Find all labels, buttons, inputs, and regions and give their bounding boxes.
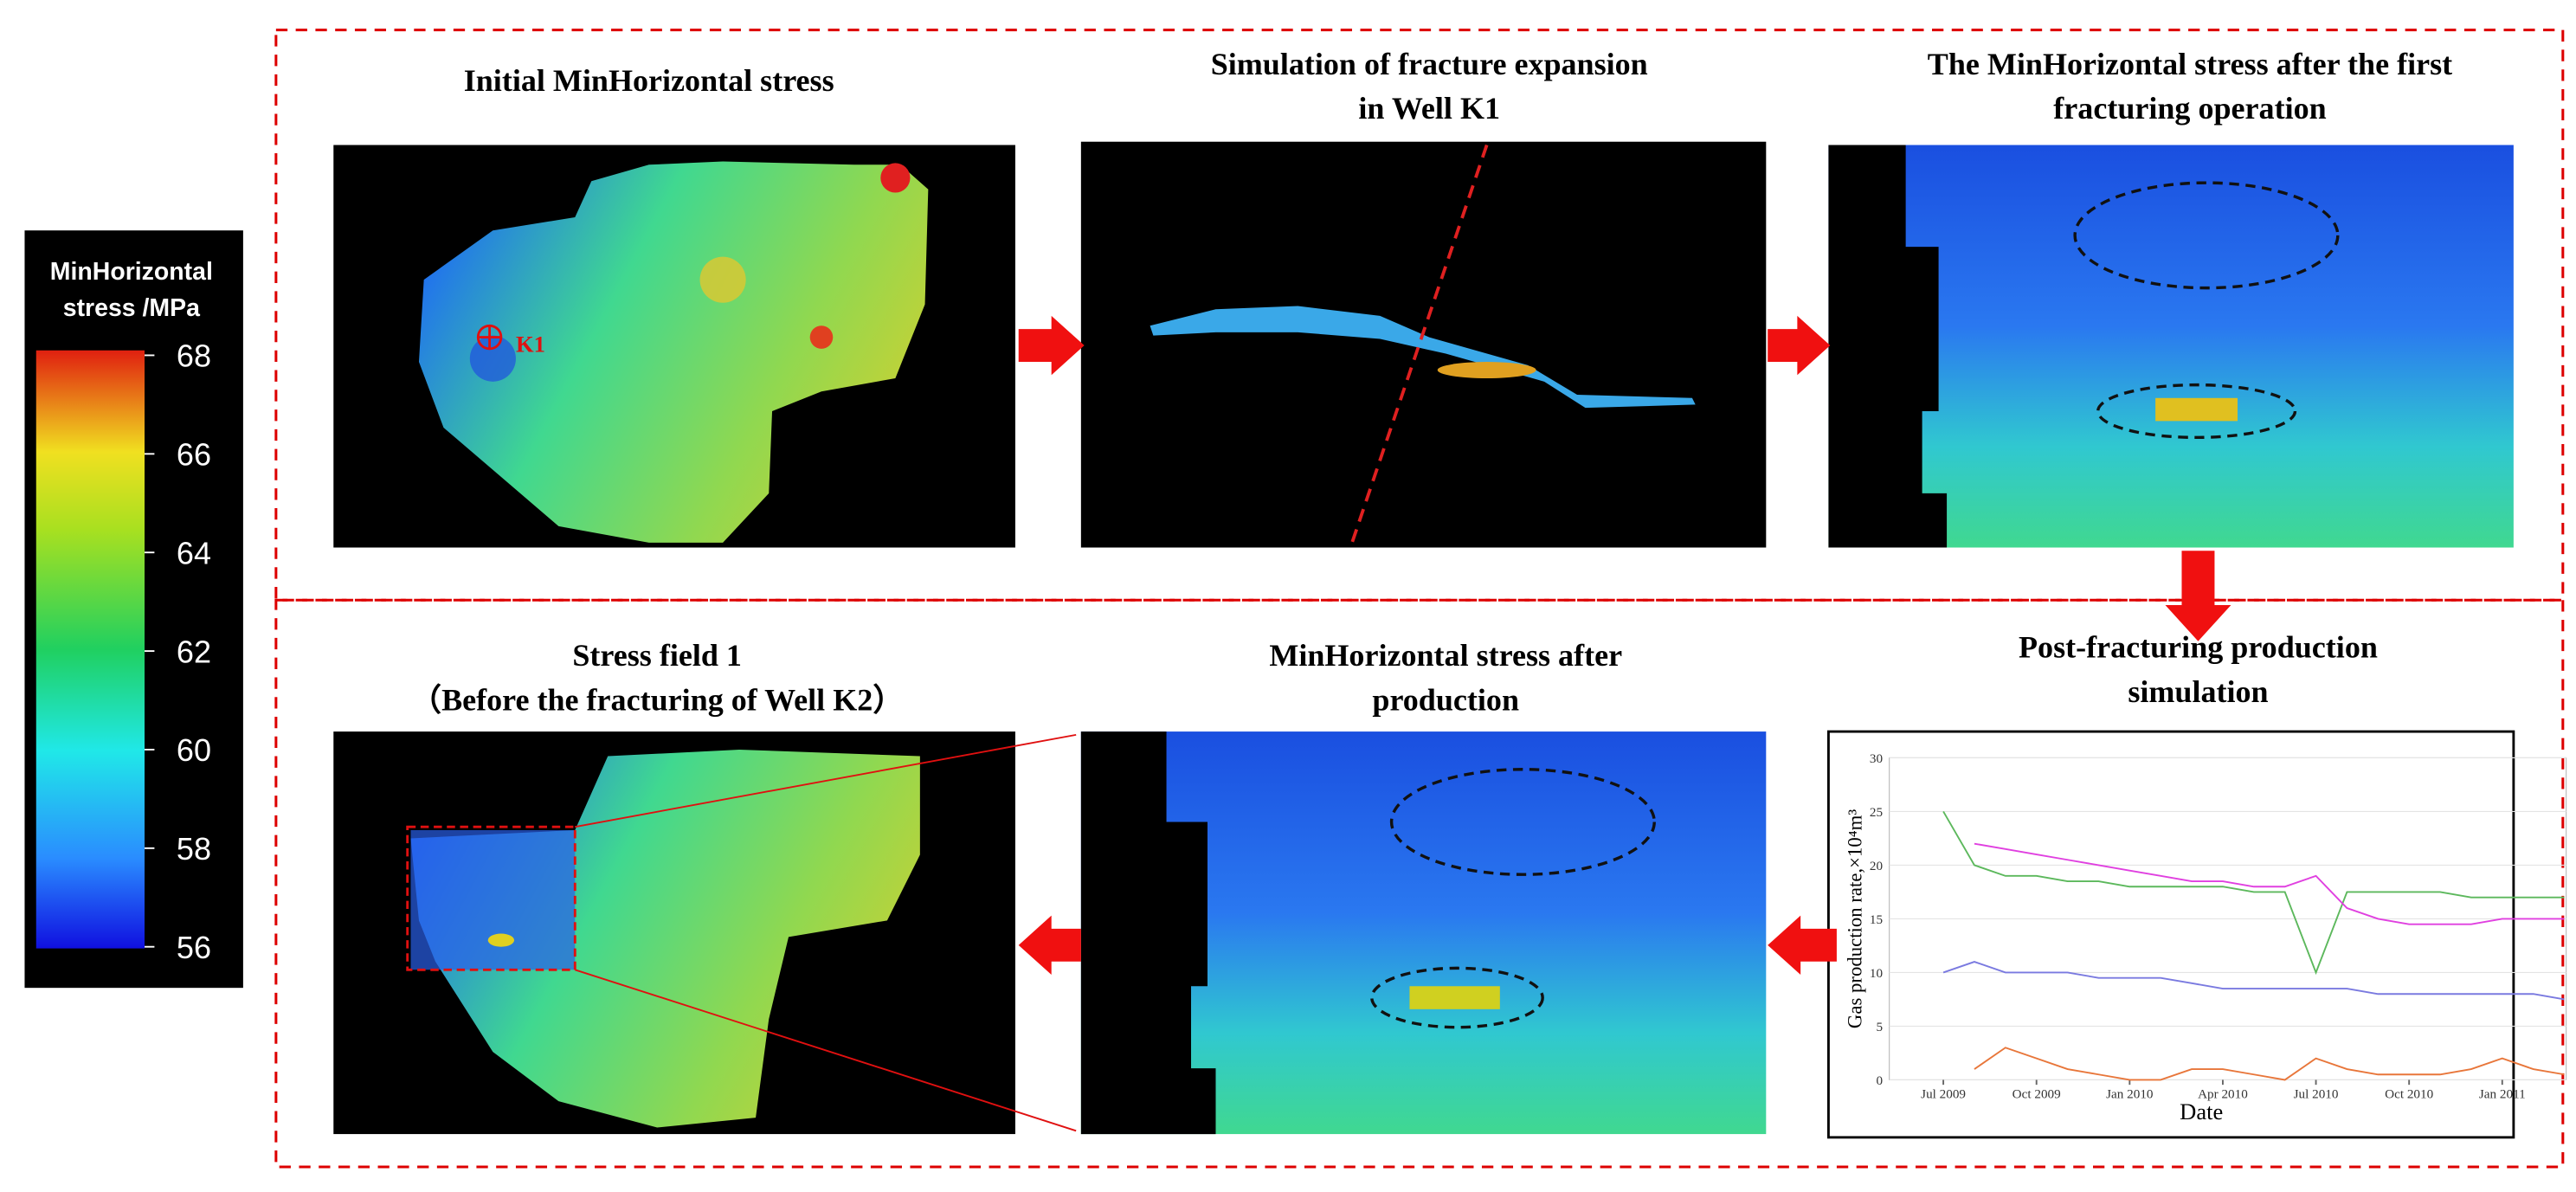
colorbar-tick-label: 68 (177, 338, 211, 374)
top-frame (274, 29, 2565, 602)
series-line (1942, 810, 2565, 976)
colorbar-title: stress /MPa (63, 294, 200, 322)
arrow (2165, 551, 2231, 641)
colorbar-tick-label: 64 (177, 535, 211, 570)
y-tick-label: 15 (1870, 912, 1883, 927)
highlight-ellipse (1370, 966, 1544, 1029)
zoom-line (574, 969, 1077, 1132)
stress-map (1828, 145, 2514, 548)
flow-arrows (1018, 315, 2231, 975)
zoom-box (406, 825, 576, 971)
fracture-zone (2155, 397, 2238, 422)
y-axis-label: Gas production rate,×10⁴m³ (1844, 809, 1865, 1028)
panel-title: The MinHorizontal stress after the first (1928, 47, 2452, 81)
well-label: K1 (516, 332, 545, 358)
x-tick-label: Jul 2009 (1921, 1086, 1966, 1101)
series-line (1974, 842, 2565, 925)
x-tick-label: Apr 2010 (2198, 1086, 2248, 1101)
stress-map (418, 161, 929, 543)
arrow (1768, 915, 1837, 975)
panel-title: fracturing operation (2053, 91, 2326, 126)
panel-title: in Well K1 (1358, 91, 1500, 126)
map-detail (469, 335, 516, 382)
panel-title: MinHorizontal stress after (1269, 638, 1622, 673)
colorbar-gradient (35, 350, 145, 949)
chart-frame (1827, 730, 2515, 1139)
panel-title: Initial MinHorizontal stress (464, 63, 834, 98)
panel-title: simulation (2128, 674, 2268, 709)
y-tick-label: 5 (1876, 1020, 1883, 1034)
map-detail (487, 933, 515, 947)
map-mask (1828, 145, 1948, 548)
map-detail (410, 829, 576, 970)
y-tick-label: 10 (1870, 966, 1884, 981)
x-axis-label: Date (2180, 1099, 2223, 1124)
colorbar-tick-label: 56 (177, 930, 211, 965)
x-tick-label: Jan 2010 (2106, 1086, 2154, 1101)
x-tick-label: Oct 2010 (2385, 1086, 2433, 1101)
arrow (1018, 915, 1081, 975)
panel-title: production (1372, 682, 1519, 717)
colorbar-ticks: 56 58 60 62 64 66 68 (145, 338, 211, 965)
map-detail (809, 325, 834, 349)
x-tick-label: Jul 2010 (2294, 1086, 2339, 1101)
x-tick-label: Oct 2009 (2012, 1086, 2061, 1101)
map-mask (1080, 731, 1216, 1135)
production-chart: 0 5 10 15 20 25 30 Jul 2009 Oct 2009 Jan 2010 Apr … (1844, 751, 2567, 1124)
fracture-zone (1409, 986, 1500, 1009)
well-marker (476, 324, 503, 351)
y-tick-label: 20 (1870, 859, 1884, 873)
map-detail (699, 256, 746, 303)
panel-titles: Initial MinHorizontal stress Simulation o… (410, 47, 2452, 718)
fracture (1150, 306, 1696, 409)
fracture-core (1437, 362, 1536, 379)
highlight-ellipse (1389, 768, 1656, 876)
zoom-line (575, 733, 1077, 828)
highlight-ellipse (2096, 383, 2297, 440)
x-tick-label: Jan 2011 (2479, 1086, 2526, 1101)
series-line (1974, 1047, 2565, 1081)
colorbar-tick-label: 58 (177, 831, 211, 867)
y-tick-label: 30 (1870, 751, 1884, 766)
y-tick-label: 25 (1870, 805, 1883, 820)
panel-title: Stress field 1 (572, 638, 742, 673)
arrow (1768, 315, 1831, 376)
y-tick-label: 0 (1876, 1073, 1883, 1088)
panel-title: Simulation of fracture expansion (1211, 47, 1648, 81)
colorbar-tick-label: 66 (177, 437, 211, 473)
map-detail (880, 163, 911, 193)
panel-title: Post-fracturing production (2019, 630, 2378, 665)
series-line (1942, 961, 2565, 1001)
colorbar-tick-label: 60 (177, 732, 211, 768)
bottom-frame (274, 598, 2565, 1169)
fault-line (1349, 144, 1489, 549)
colorbar-tick-label: 62 (177, 634, 211, 669)
arrow (1018, 315, 1085, 376)
highlight-ellipse (2073, 181, 2340, 290)
colorbar-title: MinHorizontal (50, 258, 213, 286)
panel-title: （Before the fracturing of Well K2） (410, 682, 904, 717)
